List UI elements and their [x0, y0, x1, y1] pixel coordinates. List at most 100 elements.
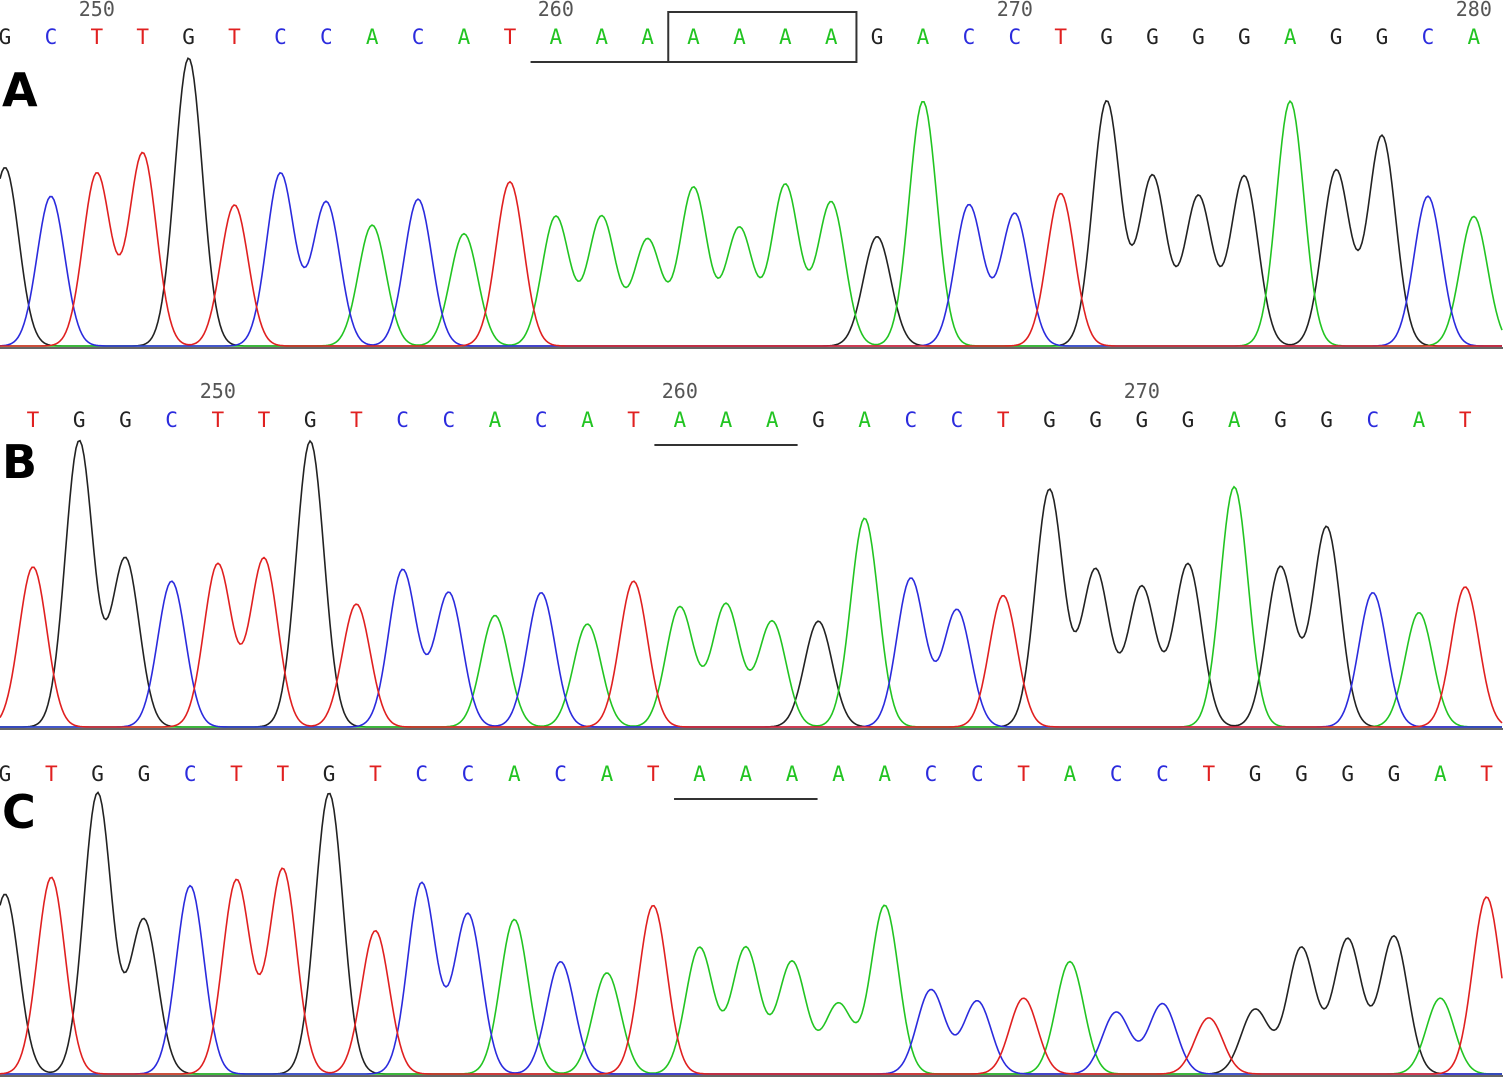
base-call: A — [1413, 408, 1426, 432]
base-call: C — [165, 408, 178, 432]
base-call: C — [1156, 762, 1169, 786]
base-call: C — [1110, 762, 1123, 786]
base-call: C — [415, 762, 428, 786]
base-call: A — [1064, 762, 1077, 786]
base-call: G — [1146, 25, 1159, 49]
trace-a — [0, 99, 1503, 347]
insertion-box-marker — [667, 11, 858, 63]
base-call: T — [1480, 762, 1493, 786]
base-call: G — [0, 25, 11, 49]
base-call: C — [412, 25, 425, 49]
base-call: A — [693, 762, 706, 786]
position-number: 260 — [538, 0, 574, 21]
base-call: A — [1467, 25, 1480, 49]
base-call: A — [832, 762, 845, 786]
base-call: T — [27, 408, 40, 432]
base-call: G — [1182, 408, 1195, 432]
base-call: G — [1295, 762, 1308, 786]
base-call: A — [825, 25, 838, 49]
base-call: A — [673, 408, 686, 432]
base-call: T — [45, 762, 58, 786]
base-call: G — [0, 762, 11, 786]
base-call: T — [1017, 762, 1030, 786]
base-call: G — [1089, 408, 1102, 432]
base-call: G — [73, 408, 86, 432]
position-number: 250 — [79, 0, 115, 21]
trace-c — [0, 568, 1502, 728]
panel-label-c: C — [2, 785, 36, 839]
base-call: C — [1366, 408, 1379, 432]
base-call: T — [230, 762, 243, 786]
base-call: T — [211, 408, 224, 432]
base-call: T — [997, 408, 1010, 432]
base-call: A — [595, 25, 608, 49]
base-call: G — [1043, 408, 1056, 432]
position-number: 250 — [200, 379, 236, 403]
base-call: T — [627, 408, 640, 432]
base-call: C — [963, 25, 976, 49]
trace-a — [0, 485, 1502, 728]
panel-label-a: A — [2, 63, 38, 117]
base-call: A — [549, 25, 562, 49]
base-call: G — [1330, 25, 1343, 49]
base-call: A — [601, 762, 614, 786]
base-call: A — [917, 25, 930, 49]
trace-t — [0, 556, 1503, 728]
base-call: C — [184, 762, 197, 786]
base-call: A — [1434, 762, 1447, 786]
base-call: C — [951, 408, 964, 432]
base-call: C — [442, 408, 455, 432]
base-call: A — [858, 408, 871, 432]
base-call: T — [228, 25, 241, 49]
base-call: A — [1284, 25, 1297, 49]
base-call: T — [136, 25, 149, 49]
base-call: G — [1192, 25, 1205, 49]
position-number: 280 — [1456, 0, 1492, 21]
base-call: G — [1388, 762, 1401, 786]
base-call: A — [641, 25, 654, 49]
base-call: G — [871, 25, 884, 49]
base-call: C — [904, 408, 917, 432]
base-call: A — [878, 762, 891, 786]
base-call: G — [119, 408, 132, 432]
base-call: G — [304, 408, 317, 432]
base-call: A — [733, 25, 746, 49]
base-call: T — [647, 762, 660, 786]
base-call: A — [366, 25, 379, 49]
base-call: A — [766, 408, 779, 432]
base-call: C — [971, 762, 984, 786]
base-call: A — [786, 762, 799, 786]
base-call: C — [535, 408, 548, 432]
base-call: C — [554, 762, 567, 786]
position-number: 270 — [1124, 379, 1160, 403]
base-call: G — [812, 408, 825, 432]
base-call: G — [138, 762, 151, 786]
base-call: C — [320, 25, 333, 49]
base-call: G — [323, 762, 336, 786]
base-call: C — [462, 762, 475, 786]
base-call: G — [1320, 408, 1333, 432]
trace-c — [0, 881, 1502, 1075]
base-call: T — [276, 762, 289, 786]
base-call: T — [90, 25, 103, 49]
trace-t — [0, 867, 1503, 1075]
position-number: 270 — [997, 0, 1033, 21]
base-call: T — [1459, 408, 1472, 432]
base-call: T — [350, 408, 363, 432]
base-call: A — [508, 762, 521, 786]
base-call: A — [458, 25, 471, 49]
base-call: T — [369, 762, 382, 786]
base-call: G — [1274, 408, 1287, 432]
base-call: T — [504, 25, 517, 49]
base-call: G — [182, 25, 195, 49]
base-call: A — [739, 762, 752, 786]
position-number: 260 — [662, 379, 698, 403]
base-call: G — [1376, 25, 1389, 49]
base-call: C — [274, 25, 287, 49]
base-call: A — [489, 408, 502, 432]
panel-label-b: B — [2, 435, 37, 489]
base-call: C — [1008, 25, 1021, 49]
base-call: A — [779, 25, 792, 49]
